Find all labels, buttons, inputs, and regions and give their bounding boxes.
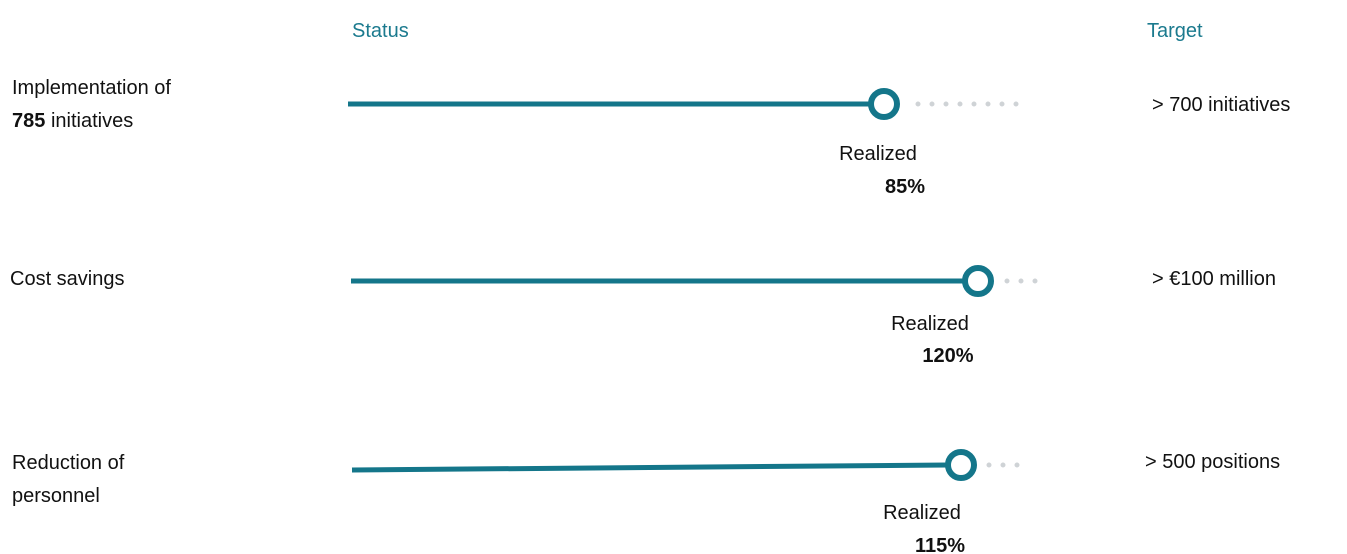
status-value: 115% bbox=[915, 535, 965, 554]
status-label: Realized bbox=[891, 313, 969, 335]
row-label: Reduction of bbox=[12, 452, 125, 474]
target-value: > 500 positions bbox=[1145, 451, 1280, 473]
row-label-number: 785 bbox=[12, 110, 45, 132]
row-label: 785 initiatives bbox=[12, 110, 133, 132]
progress-marker bbox=[962, 265, 994, 297]
status-value: 120% bbox=[922, 345, 973, 367]
row-label: personnel bbox=[12, 485, 100, 507]
progress-marker bbox=[868, 88, 900, 120]
target-value: > €100 million bbox=[1152, 268, 1276, 290]
row-label-rest: initiatives bbox=[51, 110, 133, 132]
target-header: Target bbox=[1147, 20, 1203, 42]
progress-line bbox=[351, 462, 949, 473]
row-label: Cost savings bbox=[10, 268, 125, 290]
status-header: Status bbox=[352, 20, 409, 42]
status-value: 85% bbox=[885, 176, 925, 198]
progress-marker bbox=[945, 449, 977, 481]
status-label: Realized bbox=[839, 143, 917, 165]
target-value: > 700 initiatives bbox=[1152, 94, 1290, 116]
status-label: Realized bbox=[883, 502, 961, 524]
row-label: Implementation of bbox=[12, 77, 171, 99]
